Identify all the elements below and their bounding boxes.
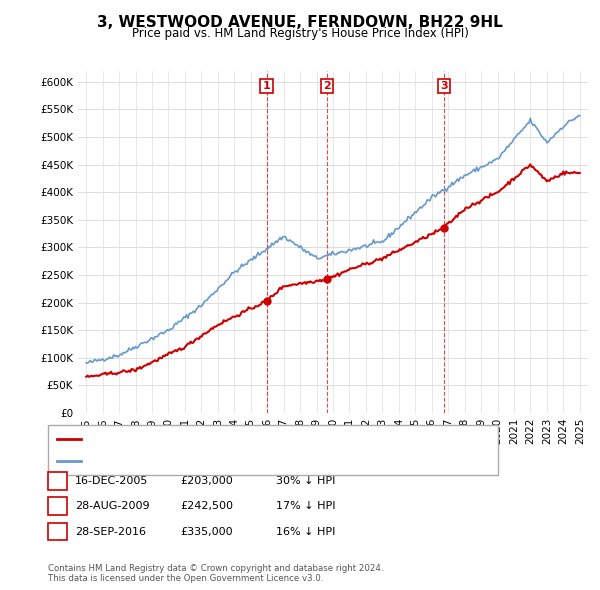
Text: £335,000: £335,000 <box>180 527 233 536</box>
Text: 3: 3 <box>54 527 61 536</box>
Text: 28-AUG-2009: 28-AUG-2009 <box>75 502 149 511</box>
Text: 16% ↓ HPI: 16% ↓ HPI <box>276 527 335 536</box>
Text: HPI: Average price, detached house, Dorset: HPI: Average price, detached house, Dors… <box>84 456 311 466</box>
Text: 17% ↓ HPI: 17% ↓ HPI <box>276 502 335 511</box>
Text: 1: 1 <box>54 476 61 486</box>
Text: 1: 1 <box>263 81 271 91</box>
Text: Price paid vs. HM Land Registry's House Price Index (HPI): Price paid vs. HM Land Registry's House … <box>131 27 469 40</box>
Text: £203,000: £203,000 <box>180 476 233 486</box>
Text: 2: 2 <box>323 81 331 91</box>
Text: 3, WESTWOOD AVENUE, FERNDOWN, BH22 9HL: 3, WESTWOOD AVENUE, FERNDOWN, BH22 9HL <box>97 15 503 30</box>
Text: 3: 3 <box>440 81 448 91</box>
Text: 3, WESTWOOD AVENUE, FERNDOWN, BH22 9HL (detached house): 3, WESTWOOD AVENUE, FERNDOWN, BH22 9HL (… <box>84 434 428 444</box>
Text: 30% ↓ HPI: 30% ↓ HPI <box>276 476 335 486</box>
Text: 2: 2 <box>54 502 61 511</box>
Text: Contains HM Land Registry data © Crown copyright and database right 2024.
This d: Contains HM Land Registry data © Crown c… <box>48 563 383 583</box>
Text: £242,500: £242,500 <box>180 502 233 511</box>
Text: 16-DEC-2005: 16-DEC-2005 <box>75 476 148 486</box>
Text: 28-SEP-2016: 28-SEP-2016 <box>75 527 146 536</box>
